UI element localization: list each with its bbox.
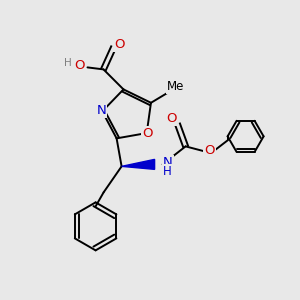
Text: H: H [64,58,71,68]
Text: N: N [163,156,172,169]
Text: O: O [114,38,125,51]
Polygon shape [122,159,154,170]
Text: N: N [96,104,106,117]
Text: H: H [163,165,172,178]
Text: O: O [74,59,85,72]
Text: O: O [142,127,153,140]
Text: O: O [167,112,177,125]
Text: O: O [204,144,215,157]
Text: Me: Me [167,80,184,93]
